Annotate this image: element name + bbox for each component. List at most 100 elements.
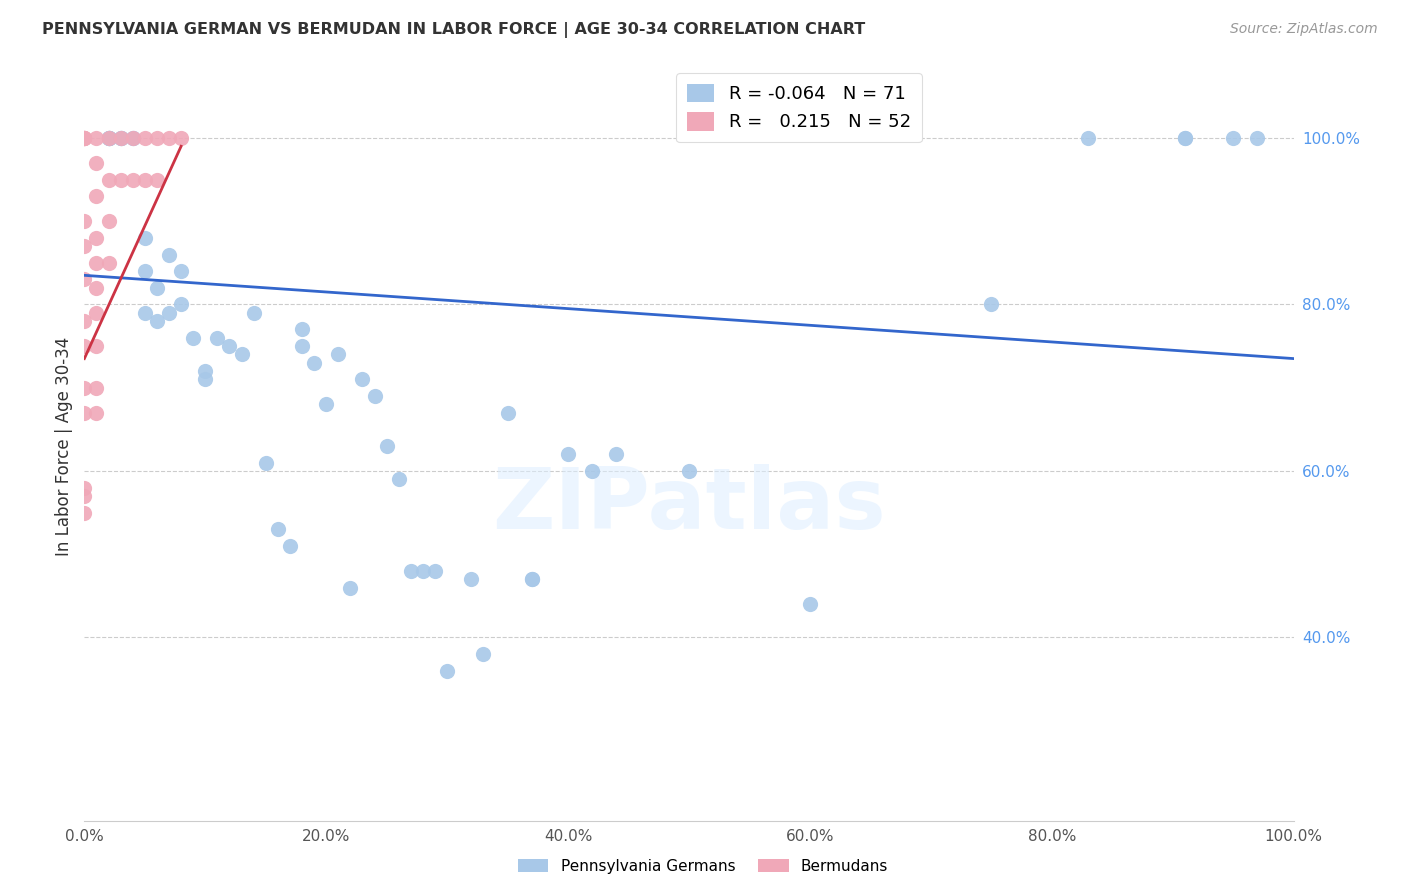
Point [194, 372, 217, 386]
Point [73, 131, 96, 145]
Point [1077, 131, 1099, 145]
Point [86, 231, 108, 245]
Point [388, 472, 411, 486]
Point [207, 331, 229, 345]
Point [73, 131, 96, 145]
Point [121, 131, 143, 145]
Point [352, 372, 374, 386]
Point [97, 131, 120, 145]
Point [86, 156, 108, 170]
Point [73, 314, 96, 328]
Point [315, 397, 337, 411]
Point [73, 489, 96, 503]
Point [134, 264, 156, 278]
Point [170, 131, 193, 145]
Point [291, 322, 314, 336]
Point [267, 522, 290, 536]
Point [194, 364, 217, 378]
Point [97, 131, 120, 145]
Point [73, 339, 96, 353]
Point [73, 406, 96, 420]
Point [436, 664, 458, 678]
Point [302, 356, 325, 370]
Point [121, 131, 143, 145]
Point [73, 381, 96, 395]
Point [231, 347, 253, 361]
Point [157, 306, 180, 320]
Point [73, 506, 96, 520]
Point [86, 281, 108, 295]
Point [97, 131, 120, 145]
Text: ZIPatlas: ZIPatlas [492, 465, 886, 548]
Legend: Pennsylvania Germans, Bermudans: Pennsylvania Germans, Bermudans [512, 853, 894, 880]
Point [157, 131, 180, 145]
Point [146, 314, 169, 328]
Point [73, 131, 96, 145]
Point [86, 306, 108, 320]
Point [1222, 131, 1244, 145]
Point [399, 564, 422, 578]
Point [339, 581, 361, 595]
Point [1174, 131, 1197, 145]
Point [73, 481, 96, 495]
Point [73, 131, 96, 145]
Point [86, 131, 108, 145]
Point [97, 172, 120, 186]
Point [363, 389, 385, 403]
Point [799, 597, 821, 611]
Point [1174, 131, 1197, 145]
Text: Source: ZipAtlas.com: Source: ZipAtlas.com [1230, 22, 1378, 37]
Point [146, 281, 169, 295]
Point [134, 172, 156, 186]
Point [678, 464, 700, 478]
Point [110, 131, 132, 145]
Point [86, 406, 108, 420]
Point [157, 247, 180, 261]
Point [460, 572, 482, 586]
Point [1246, 131, 1268, 145]
Point [134, 306, 156, 320]
Point [110, 131, 132, 145]
Point [110, 131, 132, 145]
Point [520, 572, 543, 586]
Point [242, 306, 264, 320]
Point [86, 381, 108, 395]
Point [110, 131, 132, 145]
Point [181, 331, 204, 345]
Point [146, 131, 169, 145]
Point [328, 347, 350, 361]
Point [557, 447, 579, 461]
Point [97, 256, 120, 270]
Point [73, 272, 96, 286]
Point [291, 339, 314, 353]
Point [97, 131, 120, 145]
Point [423, 564, 446, 578]
Point [520, 572, 543, 586]
Point [121, 131, 143, 145]
Point [73, 239, 96, 253]
Point [496, 406, 519, 420]
Point [97, 214, 120, 228]
Point [278, 539, 301, 553]
Point [472, 647, 495, 661]
Y-axis label: In Labor Force | Age 30-34: In Labor Force | Age 30-34 [55, 336, 73, 556]
Point [581, 464, 603, 478]
Point [97, 131, 120, 145]
Text: PENNSYLVANIA GERMAN VS BERMUDAN IN LABOR FORCE | AGE 30-34 CORRELATION CHART: PENNSYLVANIA GERMAN VS BERMUDAN IN LABOR… [42, 22, 866, 38]
Point [73, 131, 96, 145]
Point [375, 439, 398, 453]
Point [170, 297, 193, 311]
Point [97, 131, 120, 145]
Point [218, 339, 240, 353]
Point [254, 456, 277, 470]
Point [86, 256, 108, 270]
Point [110, 172, 132, 186]
Point [605, 447, 627, 461]
Point [980, 297, 1002, 311]
Legend: R = -0.064   N = 71, R =   0.215   N = 52: R = -0.064 N = 71, R = 0.215 N = 52 [676, 73, 922, 143]
Point [86, 339, 108, 353]
Point [73, 214, 96, 228]
Point [121, 172, 143, 186]
Point [146, 172, 169, 186]
Point [412, 564, 434, 578]
